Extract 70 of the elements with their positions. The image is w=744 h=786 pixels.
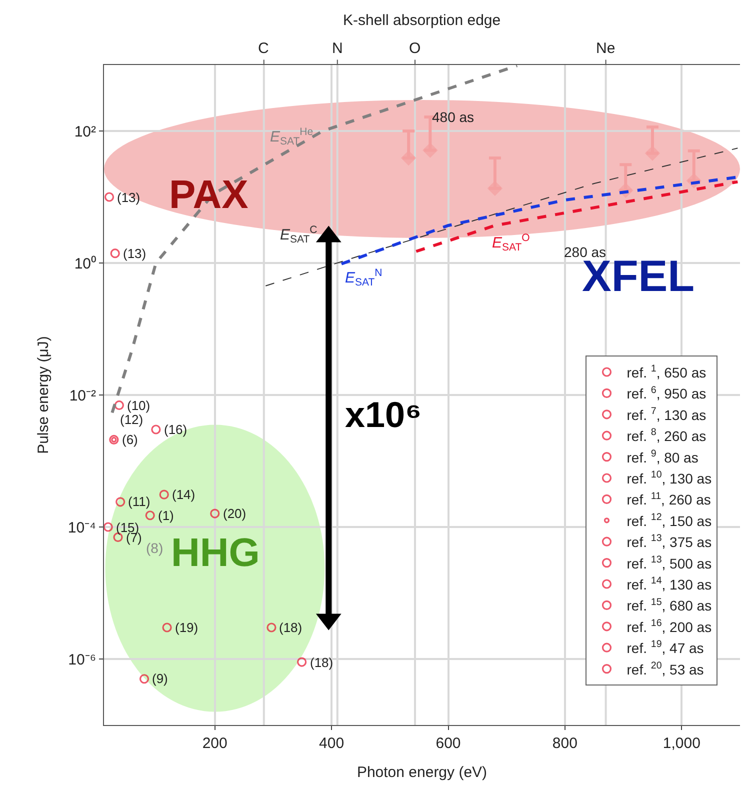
y-axis-title: Pulse energy (μJ) [35,336,52,454]
ref-line-label: C [258,40,269,57]
point [110,248,120,258]
point [139,674,150,684]
annotation: (19) [175,620,198,635]
x-tick-label: 800 [552,735,578,752]
annotation: (13) [123,246,146,261]
legend-label: ref. $^{13}$, 375 as [626,533,712,550]
annotation: (9) [152,671,168,686]
legend-label: ref. $^{15}$, 680 as [626,596,712,614]
x-tick-label: 400 [319,735,344,752]
point [151,424,161,434]
legend-label: ref. $^{7}$, 130 as [626,406,706,423]
legend-label: ref. $^{16}$, 200 as [626,618,712,635]
ref-line-label: Ne [596,40,616,57]
x-tick-label: 200 [202,735,228,752]
legend-label: ref. $^{11}$, 260 as [626,490,711,508]
point [114,400,124,410]
point [103,522,113,532]
x2-axis-title: K-shell absorption edge [343,12,501,29]
point [401,150,416,166]
annotation: PAX [169,173,249,217]
point [266,622,276,632]
annotation: (18) [279,620,302,635]
annotation: (12) [120,412,144,427]
legend-label: ref. $^{14}$, 130 as [626,576,712,592]
point [159,490,169,500]
annotation: (11) [128,494,150,509]
annotation: (13) [117,190,140,205]
legend-label: ref. $^{20}$, 53 as [626,660,704,678]
annotation: (15) [116,520,140,535]
legend-label: ref. $^{12}$, 150 as [626,512,712,529]
legend-label: ref. $^{1}$, 650 as [626,364,706,380]
y-tick-label: 10⁰ [74,255,96,272]
annotation: (1) [158,508,174,523]
annotation: (10) [127,398,150,413]
point [162,622,172,632]
legend-label: ref. $^{13}$, 500 as [626,554,712,572]
annotation: (18) [310,655,334,670]
x-tick-label: 600 [436,735,461,752]
annotation: (20) [223,506,246,521]
annotation: HHG [171,531,260,575]
point [210,508,220,518]
annotation: (14) [172,487,196,502]
legend-label: ref. $^{19}$, 47 as [626,639,704,656]
point [104,192,114,202]
annotation: (6) [122,432,138,447]
legend-label: ref. $^{10}$, 130 as [626,470,712,486]
y-tick-label: 10⁻⁴ [68,519,96,536]
point [116,497,126,507]
point [145,510,155,520]
point [645,146,660,161]
annotation: 480 as [432,109,474,125]
point [488,181,502,196]
x-axis-title: Photon energy (eV) [356,764,488,781]
annotation: x10⁶ [345,394,422,435]
annotation: (16) [164,422,188,437]
legend-label: ref. $^{8}$, 260 as [626,427,706,444]
y-tick-label: 10² [74,123,96,140]
y-tick-label: 10⁻⁶ [68,651,96,668]
y-tick-label: 10⁻² [69,387,96,404]
annotation: (8) [146,540,164,556]
ref-line-label: N [332,40,343,57]
ref-line-label: O [409,40,421,57]
annotation: 280 as [564,244,606,260]
x-tick-label: 1,000 [662,735,700,752]
legend-label: ref. $^{9}$, 80 as [626,448,698,466]
legend-label: ref. $^{6}$, 950 as [626,384,706,402]
point [422,143,438,158]
point [297,657,307,667]
